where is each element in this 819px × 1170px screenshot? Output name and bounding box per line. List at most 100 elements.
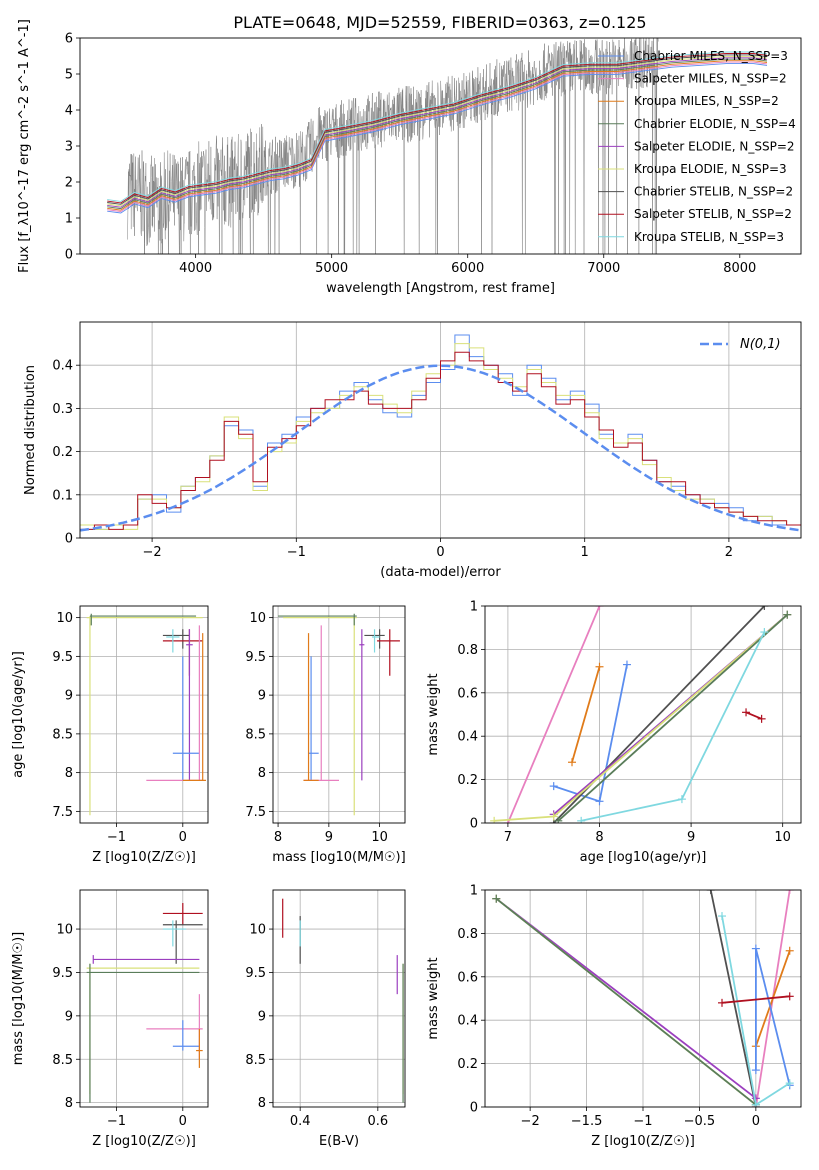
weight-line [721, 995, 790, 1004]
y-tick-label: 9 [258, 1009, 266, 1024]
y-tick-label: 0.4 [52, 359, 73, 374]
plus-marker [785, 992, 794, 1001]
data-point [86, 616, 203, 816]
data-point [162, 903, 203, 925]
x-tick-label: 4000 [179, 261, 212, 276]
mass-weight-vs-age-frame [484, 605, 802, 824]
y-tick-label: 1 [470, 600, 478, 615]
spectrum-ylabel: Flux [f_λ10^-17 erg cm^-2 s^-1 A^-1] [17, 19, 32, 273]
y-tick-label: 8.5 [52, 1053, 73, 1068]
data-point [308, 656, 319, 781]
y-tick-label: 9 [65, 689, 73, 704]
plus-marker [549, 782, 558, 791]
data-point [377, 629, 400, 676]
y-tick-label: 0.6 [457, 686, 478, 701]
y-tick-label: 0.6 [457, 970, 478, 985]
x-tick-label: 9 [687, 830, 695, 845]
mass-weight-vs-age-ylabel: mass weight [426, 673, 441, 755]
mass-vs-EBV-xlabel: E(B-V) [319, 1134, 359, 1149]
data-point [186, 629, 193, 781]
x-tick-label: 7 [504, 830, 512, 845]
age-vs-Z-xlabel: Z [log10(Z/Z☉)] [92, 850, 196, 865]
x-tick-label: −0.5 [684, 1114, 716, 1129]
y-tick-label: 8 [258, 766, 266, 781]
y-tick-label: 4 [65, 104, 73, 119]
y-tick-label: 2 [65, 176, 73, 191]
data-spectrum-line [127, 38, 659, 254]
spectrum-axes: 4000 5000 6000 7000 8000 0 1 2 3 4 5 6 [65, 32, 757, 277]
plus-marker [549, 812, 558, 821]
data-point [92, 955, 200, 964]
y-tick-label: 8 [65, 766, 73, 781]
x-tick-label: −2 [143, 545, 162, 560]
plus-marker [760, 606, 769, 610]
plus-marker [577, 816, 586, 823]
mass-weight-vs-Z-ylabel: mass weight [426, 957, 441, 1039]
y-tick-label: 0.2 [52, 445, 73, 460]
y-tick-label: 7.5 [52, 805, 73, 820]
age-vs-mass-xlabel: mass [log10(M/M☉)] [272, 850, 405, 865]
data-point [166, 629, 180, 653]
age-vs-Z-plot [86, 613, 207, 816]
y-tick-label: 8.5 [245, 727, 266, 742]
mass-weight-vs-age-xlabel: age [log10(age/yr)] [580, 850, 707, 865]
x-tick-label: −1.5 [571, 1114, 603, 1129]
plus-marker [622, 660, 631, 669]
model-line [107, 61, 768, 212]
plus-marker [751, 944, 760, 953]
legend-entry: Kroupa MILES, N_SSP=2 [634, 94, 779, 108]
spectrum-legend: Chabrier MILES, N_SSP=3 Salpeter MILES, N… [598, 49, 796, 244]
residuals-xlabel: (data-model)/error [380, 565, 501, 580]
model-line [107, 57, 768, 208]
y-tick-label: 0.8 [457, 927, 478, 942]
mass-vs-Z-xlabel: Z [log10(Z/Z☉)] [92, 1134, 196, 1149]
plus-marker [785, 1079, 794, 1088]
x-tick-label: 10 [774, 830, 791, 845]
model-line [107, 54, 768, 205]
data-point [89, 613, 197, 626]
plus-marker [783, 610, 792, 619]
plus-marker [490, 816, 499, 823]
histogram-step [80, 343, 801, 530]
x-tick-label: 7000 [587, 261, 620, 276]
legend-entry: Chabrier ELODIE, N_SSP=4 [634, 117, 796, 131]
y-tick-label: 0.2 [457, 1057, 478, 1072]
x-tick-label: −1 [287, 545, 306, 560]
x-tick-label: 5000 [315, 261, 348, 276]
mass-vs-Z-plot [86, 903, 203, 1103]
age-vs-mass-plot [278, 613, 400, 816]
legend-entry: N(0,1) [740, 337, 781, 352]
mass-vs-EBV-frame [272, 889, 406, 1108]
weight-line [571, 666, 601, 763]
y-tick-label: 0 [470, 817, 478, 832]
plus-marker [568, 758, 577, 767]
x-tick-label: 0 [752, 1114, 760, 1129]
x-tick-label: −2 [521, 1114, 540, 1129]
y-tick-label: 8.5 [245, 1053, 266, 1068]
data-point [372, 629, 380, 653]
gaussian-curve [80, 364, 801, 532]
plus-marker [757, 714, 766, 723]
y-tick-label: 0 [65, 532, 73, 547]
y-tick-label: 9.5 [52, 650, 73, 665]
x-tick-label: −1 [633, 1114, 652, 1129]
weight-line [745, 711, 762, 720]
model-line [107, 60, 768, 211]
legend-entry: Kroupa STELIB, N_SSP=3 [634, 230, 784, 244]
data-point [182, 633, 207, 781]
legend-entry: Chabrier STELIB, N_SSP=2 [634, 185, 793, 199]
y-tick-label: 1 [65, 212, 73, 227]
x-tick-label: 6000 [451, 261, 484, 276]
plus-marker [706, 890, 715, 894]
plus-marker [595, 797, 604, 806]
legend-entry: Chabrier MILES, N_SSP=3 [634, 49, 788, 63]
x-tick-label: 0 [179, 1114, 187, 1129]
legend-entry: Kroupa ELODIE, N_SSP=3 [634, 162, 787, 176]
data-point [303, 633, 319, 781]
x-tick-label: 1 [581, 545, 589, 560]
plus-marker [718, 998, 726, 1007]
mass-weight-vs-Z-plot [492, 890, 794, 1107]
plus-marker [751, 1066, 760, 1075]
data-point [172, 1020, 200, 1051]
